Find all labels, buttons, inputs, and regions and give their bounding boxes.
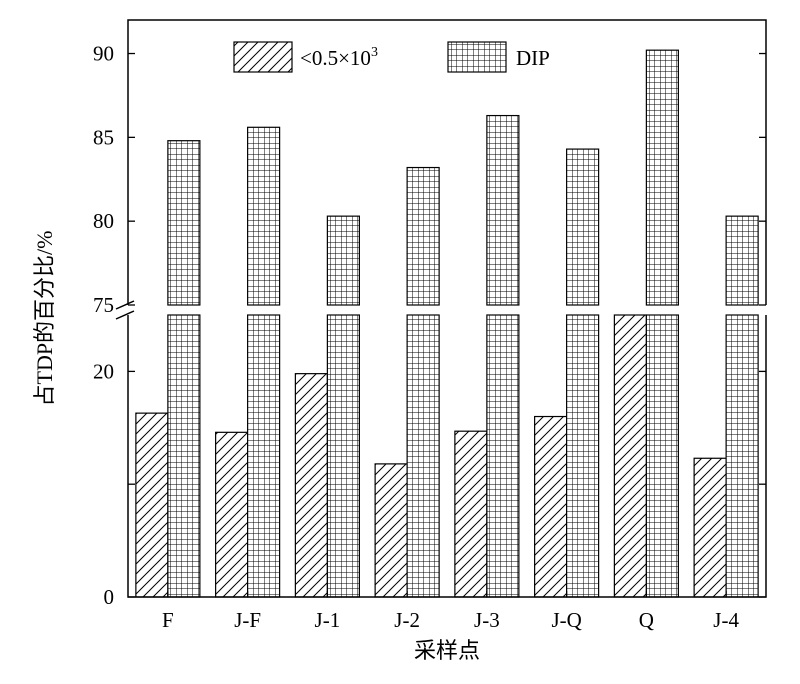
axes-frame-upper — [127, 19, 767, 305]
bar-dip-j-f-lower — [247, 314, 281, 598]
bar-small-fraction-j-q — [534, 415, 568, 598]
bar-small-fraction-j-f — [215, 431, 249, 598]
x-tick-label: J-3 — [474, 608, 500, 632]
bar-dip-j-q-lower — [566, 314, 600, 598]
x-tick-label: J-Q — [551, 608, 581, 632]
y-tick-label: 85 — [93, 125, 114, 149]
bar-dip-q-lower — [645, 314, 679, 598]
x-tick-label: J-4 — [713, 608, 739, 632]
bar-small-fraction-j-2 — [374, 463, 408, 598]
axis-break-mark — [115, 300, 135, 310]
bar-dip-j-1-lower — [326, 314, 360, 598]
bar-dip-j-2-upper — [406, 166, 440, 306]
bar-dip-j-3-upper — [486, 114, 520, 306]
bar-dip-j-1-upper — [326, 215, 360, 306]
y-tick-label: 0 — [104, 585, 115, 609]
x-tick-label: J-1 — [315, 608, 341, 632]
x-tick-label: J-F — [234, 608, 261, 632]
bar-small-fraction-f — [135, 412, 169, 598]
bar-small-fraction-j-3 — [454, 430, 488, 598]
x-tick-label: J-2 — [394, 608, 420, 632]
x-tick-label: F — [162, 608, 174, 632]
bar-small-fraction-q-lower — [613, 314, 647, 598]
bar-dip-j-f-upper — [247, 126, 281, 306]
bar-dip-q-upper — [645, 49, 679, 306]
legend-swatch-dip — [447, 41, 507, 73]
bar-small-fraction-j-4 — [693, 457, 727, 598]
y-tick-label: 75 — [93, 293, 114, 317]
y-tick-label: 80 — [93, 209, 114, 233]
y-tick-label: 20 — [93, 359, 114, 383]
axis-break-mark — [115, 310, 135, 320]
legend: <0.5×103 DIP — [233, 41, 550, 73]
bar-dip-j-4-lower — [725, 314, 759, 598]
bar-dip-j-4-upper — [725, 215, 759, 306]
bar-dip-f-lower — [167, 314, 201, 598]
axes-frame-lower — [127, 315, 767, 598]
bar-dip-j-2-lower — [406, 314, 440, 598]
x-axis-title: 采样点 — [414, 638, 480, 663]
legend-swatch-small-fraction — [233, 41, 293, 73]
legend-label-small-fraction: <0.5×103 — [300, 45, 378, 70]
bar-dip-j-q-upper — [566, 148, 600, 306]
x-tick-label: Q — [639, 608, 654, 632]
legend-label-dip: DIP — [516, 46, 550, 70]
y-axis-title: 占TDP的百分比/% — [32, 230, 57, 406]
bar-small-fraction-j-1 — [294, 373, 328, 598]
y-tick-label: 90 — [93, 42, 114, 66]
bar-dip-j-3-lower — [486, 314, 520, 598]
bar-dip-f-upper — [167, 140, 201, 306]
